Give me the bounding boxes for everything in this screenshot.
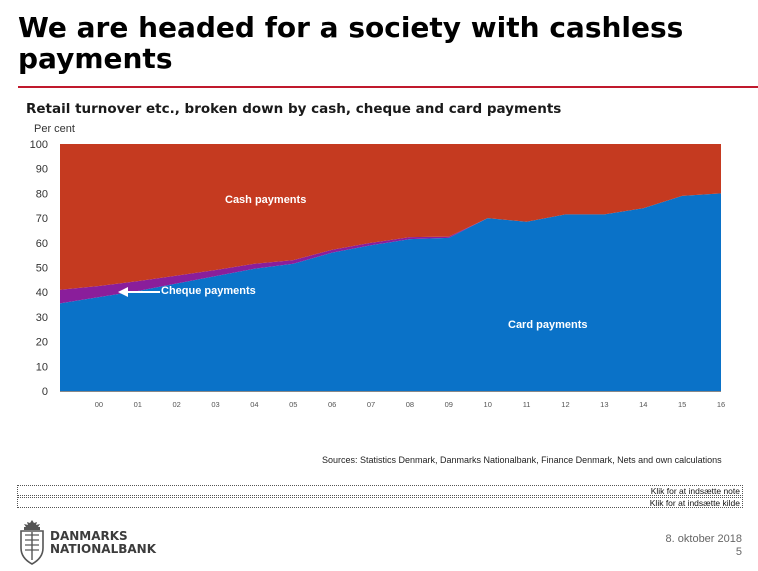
danmarks-nationalbank-logo: DANMARKS NATIONALBANK bbox=[18, 518, 156, 571]
logo-text-line2: NATIONALBANK bbox=[50, 542, 157, 556]
x-tick-label: 12 bbox=[561, 400, 569, 409]
cheque-arrow-head bbox=[118, 287, 128, 297]
y-tick-label: 20 bbox=[36, 337, 48, 349]
slide-title: We are headed for a society with cashles… bbox=[18, 11, 684, 75]
y-tick-label: 40 bbox=[36, 287, 48, 299]
card-payments-label: Card payments bbox=[508, 319, 587, 331]
series-area-2 bbox=[60, 144, 721, 290]
y-tick-label: 0 bbox=[42, 386, 48, 398]
x-tick-label: 08 bbox=[406, 400, 414, 409]
crest-icon bbox=[20, 520, 44, 565]
x-tick-label: 07 bbox=[367, 400, 375, 409]
y-tick-label: 90 bbox=[36, 164, 48, 176]
y-tick-label: 100 bbox=[30, 139, 48, 151]
cash-payments-label: Cash payments bbox=[225, 194, 306, 206]
note-placeholder[interactable]: Klik for at indsætte note bbox=[17, 485, 743, 496]
x-tick-label: 13 bbox=[600, 400, 608, 409]
x-tick-label: 11 bbox=[523, 400, 531, 409]
x-tick-label: 03 bbox=[211, 400, 219, 409]
x-tick-label: 15 bbox=[678, 400, 686, 409]
x-tick-label: 14 bbox=[639, 400, 647, 409]
x-tick-label: 00 bbox=[95, 400, 103, 409]
x-tick-label: 06 bbox=[328, 400, 336, 409]
y-tick-label: 10 bbox=[36, 361, 48, 373]
x-tick-label: 16 bbox=[717, 400, 725, 409]
source-placeholder[interactable]: Klik for at indsætte kilde bbox=[17, 497, 743, 508]
cheque-payments-label: Cheque payments bbox=[161, 285, 256, 297]
y-axis-label: Per cent bbox=[34, 123, 75, 135]
y-tick-label: 50 bbox=[36, 263, 48, 275]
x-tick-label: 02 bbox=[172, 400, 180, 409]
title-divider bbox=[18, 86, 758, 88]
y-tick-label: 60 bbox=[36, 238, 48, 250]
chart-title: Retail turnover etc., broken down by cas… bbox=[26, 101, 562, 117]
logo-text-line1: DANMARKS bbox=[50, 529, 128, 543]
page-number: 5 bbox=[735, 546, 742, 558]
x-tick-label: 04 bbox=[250, 400, 258, 409]
logo-text: DANMARKS NATIONALBANK bbox=[50, 530, 210, 556]
x-tick-label: 01 bbox=[134, 400, 142, 409]
sources-note: Sources: Statistics Denmark, Danmarks Na… bbox=[322, 455, 722, 465]
y-tick-label: 80 bbox=[36, 188, 48, 200]
x-tick-label: 05 bbox=[289, 400, 297, 409]
y-tick-label: 30 bbox=[36, 312, 48, 324]
y-tick-label: 70 bbox=[36, 213, 48, 225]
area-chart: Per cent 0 10 20 30 40 50 60 70 80 90 100 00 01 02 03 04… bbox=[30, 123, 726, 409]
series-area-0 bbox=[60, 193, 721, 391]
x-tick-label: 09 bbox=[445, 400, 453, 409]
slide-date: 8. oktober 2018 bbox=[665, 533, 742, 545]
x-tick-label: 10 bbox=[484, 400, 492, 409]
